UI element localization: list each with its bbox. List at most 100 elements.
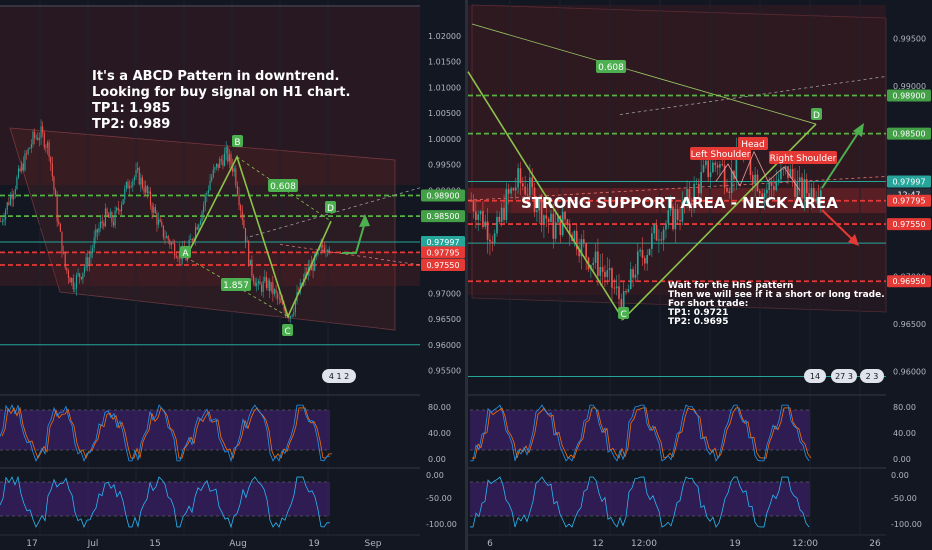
left-candle-24 xyxy=(38,138,41,140)
left-fib-label-lower[interactable]: 1.857 xyxy=(221,278,251,291)
left-candle-83 xyxy=(133,177,135,181)
right-candle-38 xyxy=(559,215,562,236)
left-candle-22 xyxy=(35,137,37,139)
right-candle-88 xyxy=(676,209,679,220)
left-candle-104 xyxy=(167,235,169,241)
left-annotation-block: It's a ABCD Pattern in downtrend. Lookin… xyxy=(92,69,350,132)
left-candle-89 xyxy=(143,187,145,193)
left-price-tick-3: 1.00500 xyxy=(428,109,461,118)
right-bearish-arrow xyxy=(821,209,854,241)
right-price-tag-6[interactable]: 0.96950 xyxy=(887,275,931,288)
right-candle-17 xyxy=(510,188,512,194)
right-dotted-trend xyxy=(467,176,887,201)
right-fib-label[interactable]: 0.608 xyxy=(596,60,626,73)
svg-text:14: 14 xyxy=(810,372,820,381)
note-line-1: Wait for the HnS pattern xyxy=(668,281,793,291)
left-stoch-stoch-k xyxy=(0,404,331,463)
hns-label-right-shoulder[interactable]: Right Shoulder xyxy=(769,151,837,164)
right-candle-128 xyxy=(770,182,773,187)
left-price-tick-11: 0.96500 xyxy=(428,315,461,324)
right-candle-57 xyxy=(604,271,606,277)
right-price-tag-2[interactable]: 0.97997 xyxy=(887,175,931,188)
right-candle-25 xyxy=(529,177,531,196)
right-price-tag-5[interactable]: 0.97550 xyxy=(887,218,931,231)
right-candle-53 xyxy=(594,251,597,263)
left-price-tick-2: 1.01000 xyxy=(428,83,461,92)
left-candle-19 xyxy=(30,144,32,148)
right-event-badge-2[interactable]: 27 3 xyxy=(831,369,857,383)
right-price-tag-1[interactable]: 0.98500 xyxy=(887,127,931,140)
left-price-tag-4[interactable]: 0.97795 xyxy=(421,246,465,259)
left-point-label-b[interactable]: B xyxy=(232,135,243,148)
left-candle-60 xyxy=(96,229,98,233)
right-candle-13 xyxy=(500,207,503,222)
svg-text:C: C xyxy=(620,310,626,320)
left-candle-95 xyxy=(153,207,155,213)
left-candle-47 xyxy=(75,275,78,289)
left-candle-5 xyxy=(8,202,10,205)
left-candle-168 xyxy=(270,282,272,292)
left-price-tag-5[interactable]: 0.97550 xyxy=(421,259,465,272)
right-price-tag-bg-1 xyxy=(887,127,931,140)
left-candle-106 xyxy=(170,242,173,245)
left-candle-9 xyxy=(14,188,16,195)
right-point-label-c[interactable]: C xyxy=(618,307,629,320)
left-candle-167 xyxy=(269,280,271,292)
left-candle-8 xyxy=(13,194,15,200)
hns-label-left-shoulder[interactable]: Left Shoulder xyxy=(690,147,751,160)
left-candle-51 xyxy=(82,272,84,280)
left-point-label-a[interactable]: A xyxy=(180,246,191,259)
right-candle-95 xyxy=(693,183,695,206)
left-price-tag-0[interactable]: 0.98900 xyxy=(421,189,465,202)
left-candle-137 xyxy=(220,159,222,161)
right-candle-32 xyxy=(545,215,548,219)
right-candle-62 xyxy=(615,286,618,289)
left-candle-135 xyxy=(217,163,219,168)
left-candle-67 xyxy=(108,214,110,218)
annotation-line-2: Looking for buy signal on H1 chart. xyxy=(92,85,350,100)
left-candle-146 xyxy=(235,168,237,186)
left-point-label-d[interactable]: D xyxy=(325,201,336,214)
left-time-tick-0: 17 xyxy=(26,539,37,549)
left-candle-176 xyxy=(283,304,285,311)
left-candle-124 xyxy=(199,221,201,225)
left-price-tick-0: 1.02000 xyxy=(428,32,461,41)
left-price-tick-12: 0.96000 xyxy=(428,341,461,350)
left-point-label-c[interactable]: C xyxy=(282,324,293,337)
left-price-tag-2[interactable]: 0.97997 xyxy=(421,235,465,248)
left-candle-163 xyxy=(262,281,264,292)
right-candle-126 xyxy=(766,189,768,194)
left-candle-180 xyxy=(289,316,292,319)
left-candle-170 xyxy=(273,289,276,295)
right-event-badge-3[interactable]: 2 3 xyxy=(860,369,884,383)
left-event-badge[interactable]: 4 1 2 xyxy=(322,369,356,383)
left-candle-121 xyxy=(195,226,197,239)
left-candle-155 xyxy=(249,259,251,265)
left-candle-118 xyxy=(190,239,192,241)
left-wr-osc-band xyxy=(0,482,330,516)
left-candle-91 xyxy=(146,185,148,194)
right-candle-2 xyxy=(475,211,477,220)
right-event-badge-1[interactable]: 14 xyxy=(804,369,826,383)
left-price-tag-1[interactable]: 0.98500 xyxy=(421,210,465,223)
right-stoch-stoch-d xyxy=(472,407,812,459)
right-price-tag-0[interactable]: 0.98900 xyxy=(887,89,931,102)
right-point-label-d[interactable]: D xyxy=(811,108,822,121)
right-price-tag-label-5: 0.97550 xyxy=(892,220,925,229)
right-candle-133 xyxy=(782,168,785,170)
right-wr-tick-2: -100.00 xyxy=(891,520,922,529)
left-candle-202 xyxy=(325,250,327,253)
svg-text:A: A xyxy=(182,249,189,259)
right-price-tag-4[interactable]: 0.97795 xyxy=(887,194,931,207)
hns-label-head[interactable]: Head xyxy=(738,137,768,150)
left-candle-110 xyxy=(177,257,179,259)
right-candle-104 xyxy=(714,162,717,166)
svg-text:4 1 2: 4 1 2 xyxy=(329,372,349,381)
right-candle-23 xyxy=(524,186,526,195)
right-stoch-tick-0: 80.00 xyxy=(893,403,916,412)
right-candle-36 xyxy=(554,222,557,239)
left-candle-4 xyxy=(6,202,8,211)
left-candle-159 xyxy=(256,283,258,287)
left-fib-label-upper[interactable]: 0.608 xyxy=(268,179,298,192)
